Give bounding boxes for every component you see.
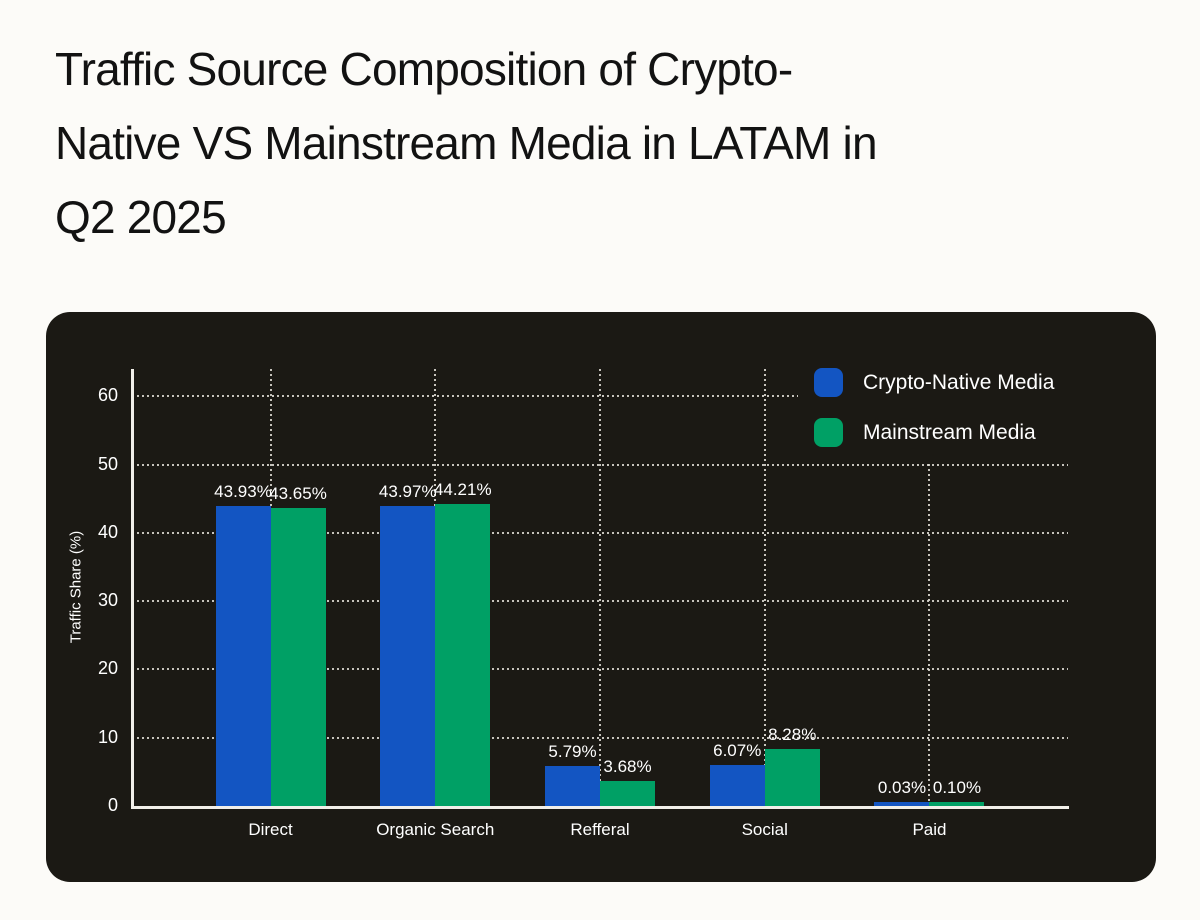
bar-crypto-native-media-refferal	[545, 766, 600, 806]
bar-mainstream-media-direct	[270, 507, 326, 806]
y-tick-label: 20	[97, 658, 118, 679]
page-title-line-3: Q2 2025	[55, 191, 227, 243]
bar-value-label: 5.79%	[548, 742, 597, 762]
bar-mainstream-media-social	[764, 749, 820, 806]
bar-value-label: 44.21%	[433, 480, 492, 500]
y-tick-label: 60	[97, 385, 118, 406]
bar-crypto-native-media-social	[709, 764, 765, 806]
y-axis-title: Traffic Share (%)	[67, 530, 85, 644]
legend-item-crypto-native-media: Crypto-Native Media	[814, 368, 1054, 397]
bar-value-label: 43.65%	[269, 483, 327, 503]
page-title-line-2: Native VS Mainstream Media in LATAM in	[55, 117, 878, 169]
y-tick-label: 10	[97, 726, 118, 747]
y-tick-label: 0	[107, 795, 118, 815]
bar-value-label: 43.93%	[214, 482, 272, 502]
x-tick-label: Direct	[248, 820, 293, 839]
chart-legend: Crypto-Native Media Mainstream Media	[798, 352, 1073, 463]
bar-value-label: 6.07%	[713, 740, 762, 760]
y-tick-label: 30	[97, 590, 118, 611]
plot-area: 0 10 20 30 40 50 60 Direct Organic Search Reffera…	[98, 369, 1069, 839]
gridline-vertical	[599, 369, 601, 806]
x-tick-label: Paid	[912, 820, 947, 839]
bar-crypto-native-media-paid	[874, 802, 930, 806]
bar-crypto-native-media-organic-search	[380, 505, 436, 806]
legend-label: Crypto-Native Media	[863, 370, 1055, 394]
page-title: Traffic Source Composition of Crypto- Na…	[55, 32, 1145, 254]
x-tick-label: Organic Search	[376, 820, 495, 839]
y-tick-label: 40	[97, 521, 118, 542]
legend-swatch	[814, 368, 843, 397]
legend-swatch	[814, 418, 843, 447]
bar-mainstream-media-organic-search	[435, 504, 491, 806]
chart-panel: 0 10 20 30 40 50 60 Direct Organic Search Reffera…	[46, 312, 1156, 882]
x-tick-label: Refferal	[570, 820, 630, 839]
bar-value-label: 0.10%	[932, 778, 982, 797]
legend-item-mainstream-media: Mainstream Media	[814, 418, 1054, 447]
bar-mainstream-media-refferal	[600, 780, 655, 806]
x-tick-label: Social	[741, 820, 788, 839]
x-axis-line	[131, 806, 1069, 809]
bar-value-label: 0.03%	[877, 778, 927, 797]
gridline-vertical	[928, 369, 931, 806]
legend-label: Mainstream Media	[863, 420, 1036, 444]
bar-value-label: 8.28%	[768, 725, 817, 745]
bar-value-label: 43.97%	[378, 481, 437, 501]
page-title-line-1: Traffic Source Composition of Crypto-	[55, 43, 793, 95]
y-axis-line	[131, 369, 134, 809]
bar-value-label: 3.68%	[603, 756, 652, 776]
bar-mainstream-media-paid	[929, 802, 985, 806]
y-tick-label: 50	[97, 453, 118, 474]
bar-crypto-native-media-direct	[215, 506, 271, 806]
gridline-vertical	[763, 369, 766, 806]
